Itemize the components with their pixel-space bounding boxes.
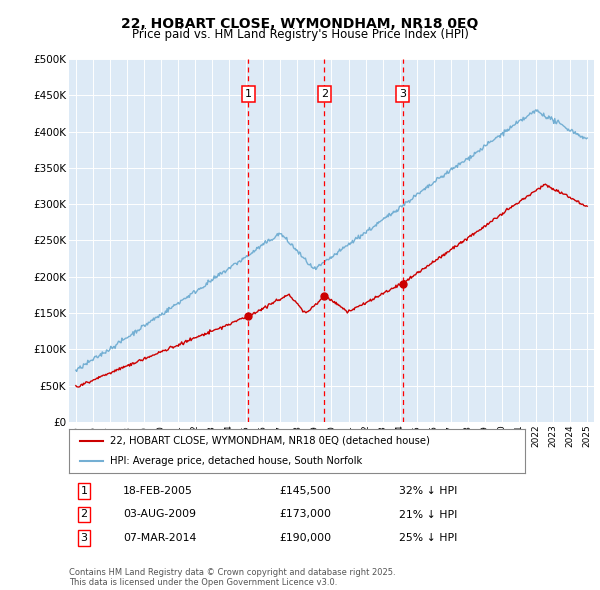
- Text: 3: 3: [80, 533, 88, 543]
- Text: 2: 2: [321, 89, 328, 99]
- Text: 1: 1: [80, 486, 88, 496]
- Text: 1: 1: [245, 89, 252, 99]
- Text: HPI: Average price, detached house, South Norfolk: HPI: Average price, detached house, Sout…: [110, 456, 362, 466]
- Text: 22, HOBART CLOSE, WYMONDHAM, NR18 0EQ: 22, HOBART CLOSE, WYMONDHAM, NR18 0EQ: [121, 17, 479, 31]
- Text: 21% ↓ HPI: 21% ↓ HPI: [399, 510, 457, 519]
- Text: £190,000: £190,000: [279, 533, 331, 543]
- Text: 03-AUG-2009: 03-AUG-2009: [123, 510, 196, 519]
- Text: 32% ↓ HPI: 32% ↓ HPI: [399, 486, 457, 496]
- Text: £173,000: £173,000: [279, 510, 331, 519]
- Text: 3: 3: [399, 89, 406, 99]
- Text: 07-MAR-2014: 07-MAR-2014: [123, 533, 196, 543]
- Text: 2: 2: [80, 510, 88, 519]
- Text: Contains HM Land Registry data © Crown copyright and database right 2025.
This d: Contains HM Land Registry data © Crown c…: [69, 568, 395, 587]
- Text: 22, HOBART CLOSE, WYMONDHAM, NR18 0EQ (detached house): 22, HOBART CLOSE, WYMONDHAM, NR18 0EQ (d…: [110, 436, 430, 446]
- Text: Price paid vs. HM Land Registry's House Price Index (HPI): Price paid vs. HM Land Registry's House …: [131, 28, 469, 41]
- Text: £145,500: £145,500: [279, 486, 331, 496]
- Text: 18-FEB-2005: 18-FEB-2005: [123, 486, 193, 496]
- Text: 25% ↓ HPI: 25% ↓ HPI: [399, 533, 457, 543]
